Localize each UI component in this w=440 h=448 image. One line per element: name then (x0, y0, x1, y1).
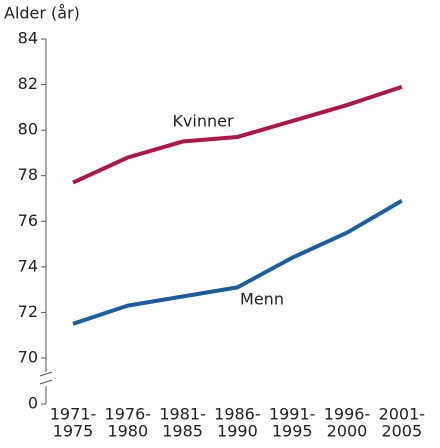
x-tick-label: 1976- (105, 405, 152, 424)
y-tick-label: 72 (18, 302, 38, 321)
x-tick-label: 2005 (381, 422, 422, 441)
x-tick-label: 1971- (50, 405, 97, 424)
x-tick-label: 1986- (214, 405, 261, 424)
series-label: Menn (240, 290, 284, 309)
x-tick-label: 1985 (162, 422, 203, 441)
x-tick-label: 1980 (107, 422, 148, 441)
x-tick-label: 1996- (324, 405, 371, 424)
series-label: Kvinner (172, 112, 234, 131)
line (72, 199, 403, 326)
y-tick-label: 80 (18, 120, 38, 139)
line (72, 84, 403, 185)
y-tick-label: 0 (28, 394, 38, 413)
x-tick-label: 1995 (272, 422, 313, 441)
x-tick-label: 2001- (379, 405, 426, 424)
y-tick-label: 82 (18, 74, 38, 93)
x-tick-label: 1991- (269, 405, 316, 424)
y-tick-label: 74 (18, 256, 38, 275)
y-tick-label: 78 (18, 165, 38, 184)
y-tick-label: 76 (18, 211, 38, 230)
y-tick-label: 70 (18, 348, 38, 367)
x-tick-label: 1990 (217, 422, 258, 441)
y-axis-label: Alder (år) (4, 4, 80, 23)
axis-break (39, 371, 53, 377)
x-tick-label: 1981- (159, 405, 206, 424)
axis-break (39, 379, 53, 385)
x-tick-label: 2000 (327, 422, 368, 441)
y-tick-label: 84 (18, 29, 38, 48)
x-tick-label: 1975 (53, 422, 94, 441)
